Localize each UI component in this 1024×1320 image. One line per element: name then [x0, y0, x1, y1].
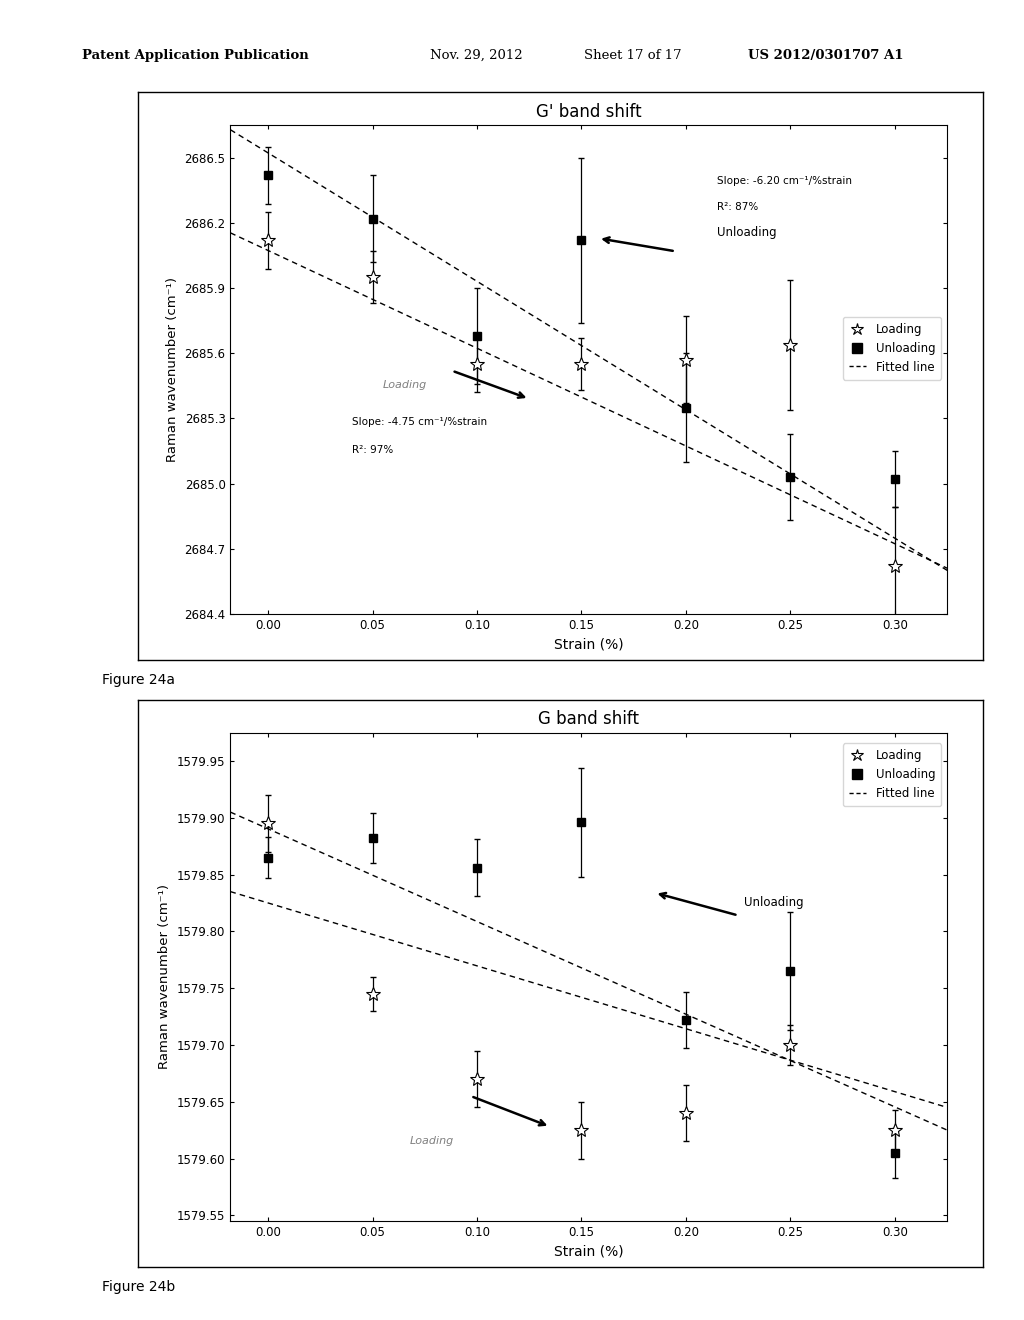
Text: Sheet 17 of 17: Sheet 17 of 17	[584, 49, 681, 62]
X-axis label: Strain (%): Strain (%)	[554, 638, 624, 651]
Text: Nov. 29, 2012: Nov. 29, 2012	[430, 49, 522, 62]
Title: G band shift: G band shift	[539, 710, 639, 729]
Text: Figure 24a: Figure 24a	[102, 673, 175, 688]
Text: US 2012/0301707 A1: US 2012/0301707 A1	[748, 49, 903, 62]
Text: R²: 87%: R²: 87%	[718, 202, 759, 213]
Text: Slope: -6.20 cm⁻¹/%strain: Slope: -6.20 cm⁻¹/%strain	[718, 176, 852, 186]
Text: Loading: Loading	[383, 380, 427, 389]
Y-axis label: Raman wavenumber (cm⁻¹): Raman wavenumber (cm⁻¹)	[166, 277, 179, 462]
X-axis label: Strain (%): Strain (%)	[554, 1245, 624, 1258]
Text: Slope: -4.75 cm⁻¹/%strain: Slope: -4.75 cm⁻¹/%strain	[351, 417, 486, 426]
Title: G' band shift: G' band shift	[536, 103, 642, 121]
Text: Unloading: Unloading	[718, 226, 777, 239]
Text: R²: 97%: R²: 97%	[351, 445, 393, 455]
Y-axis label: Raman wavenumber (cm⁻¹): Raman wavenumber (cm⁻¹)	[159, 884, 171, 1069]
Text: Loading: Loading	[411, 1135, 455, 1146]
Legend: Loading, Unloading, Fitted line: Loading, Unloading, Fitted line	[843, 743, 941, 807]
Legend: Loading, Unloading, Fitted line: Loading, Unloading, Fitted line	[843, 317, 941, 380]
Text: Unloading: Unloading	[744, 896, 804, 909]
Text: Figure 24b: Figure 24b	[102, 1280, 176, 1295]
Text: Patent Application Publication: Patent Application Publication	[82, 49, 308, 62]
